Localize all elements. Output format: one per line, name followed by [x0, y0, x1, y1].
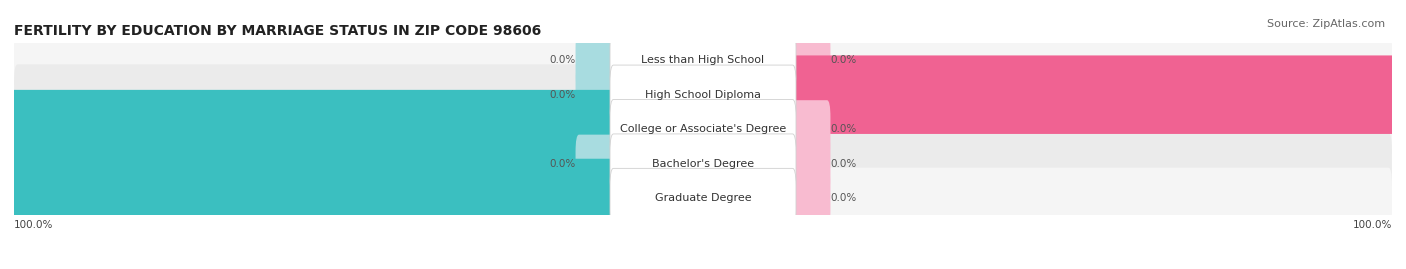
Text: 100.0%: 100.0%: [1353, 220, 1392, 230]
Text: Bachelor's Degree: Bachelor's Degree: [652, 158, 754, 169]
FancyBboxPatch shape: [789, 100, 831, 158]
Text: 0.0%: 0.0%: [831, 158, 856, 169]
Text: 0.0%: 0.0%: [831, 55, 856, 65]
Text: FERTILITY BY EDUCATION BY MARRIAGE STATUS IN ZIP CODE 98606: FERTILITY BY EDUCATION BY MARRIAGE STATU…: [14, 24, 541, 38]
Text: 100.0%: 100.0%: [14, 220, 53, 230]
FancyBboxPatch shape: [575, 134, 617, 193]
FancyBboxPatch shape: [789, 134, 831, 193]
Text: 0.0%: 0.0%: [831, 193, 856, 203]
Text: Graduate Degree: Graduate Degree: [655, 193, 751, 203]
FancyBboxPatch shape: [575, 31, 617, 89]
FancyBboxPatch shape: [14, 30, 1392, 91]
FancyBboxPatch shape: [610, 65, 796, 124]
FancyBboxPatch shape: [575, 66, 617, 124]
FancyBboxPatch shape: [14, 64, 1392, 125]
FancyBboxPatch shape: [610, 100, 796, 159]
Text: Less than High School: Less than High School: [641, 55, 765, 65]
FancyBboxPatch shape: [610, 168, 796, 228]
FancyBboxPatch shape: [14, 99, 1392, 160]
FancyBboxPatch shape: [14, 168, 1392, 228]
FancyBboxPatch shape: [0, 159, 619, 237]
FancyBboxPatch shape: [787, 55, 1406, 134]
Text: Source: ZipAtlas.com: Source: ZipAtlas.com: [1267, 19, 1385, 29]
FancyBboxPatch shape: [610, 31, 796, 90]
Text: 0.0%: 0.0%: [550, 158, 575, 169]
Text: 0.0%: 0.0%: [550, 90, 575, 100]
FancyBboxPatch shape: [789, 31, 831, 89]
Text: 0.0%: 0.0%: [831, 124, 856, 134]
FancyBboxPatch shape: [0, 90, 619, 168]
FancyBboxPatch shape: [610, 134, 796, 193]
Text: 0.0%: 0.0%: [550, 55, 575, 65]
Text: High School Diploma: High School Diploma: [645, 90, 761, 100]
FancyBboxPatch shape: [789, 169, 831, 227]
FancyBboxPatch shape: [14, 133, 1392, 194]
Text: College or Associate's Degree: College or Associate's Degree: [620, 124, 786, 134]
